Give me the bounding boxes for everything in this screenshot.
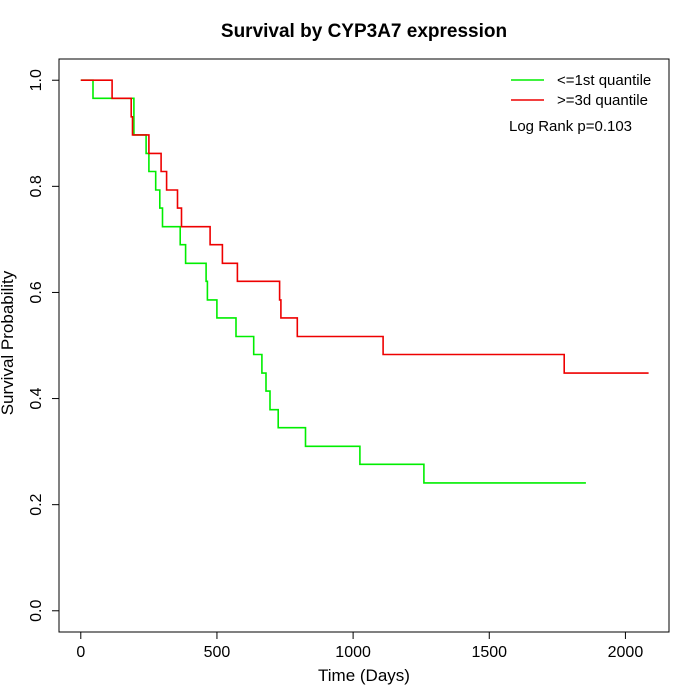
x-axis-label: Time (Days) — [318, 666, 410, 685]
y-tick-label: 1.0 — [28, 69, 45, 91]
plot-frame — [58, 58, 670, 633]
legend: <=1st quantile >=3d quantile — [511, 72, 651, 109]
legend-label: >=3d quantile — [557, 92, 648, 109]
y-tick-label: 0.0 — [28, 600, 45, 622]
y-axis: 0.0 0.2 0.4 0.6 0.8 1.0 — [28, 69, 59, 622]
y-tick-label: 0.8 — [28, 175, 45, 197]
x-tick-label: 500 — [204, 644, 231, 661]
x-tick-label: 0 — [76, 644, 85, 661]
survival-curve-1 — [80, 79, 586, 484]
x-axis: 0 500 1000 1500 2000 — [76, 632, 643, 661]
legend-label: <=1st quantile — [557, 72, 651, 89]
x-tick-label: 1000 — [335, 644, 371, 661]
survival-curve-2 — [80, 79, 649, 374]
survival-curves — [80, 79, 649, 484]
log-rank-annotation: Log Rank p=0.103 — [509, 118, 632, 135]
x-tick-label: 2000 — [608, 644, 644, 661]
y-tick-label: 0.6 — [28, 281, 45, 303]
chart-title: Survival by CYP3A7 expression — [221, 21, 507, 42]
y-tick-label: 0.2 — [28, 493, 45, 515]
y-axis-label: Survival Probability — [0, 270, 17, 415]
x-tick-label: 1500 — [471, 644, 507, 661]
y-tick-label: 0.4 — [28, 387, 45, 409]
